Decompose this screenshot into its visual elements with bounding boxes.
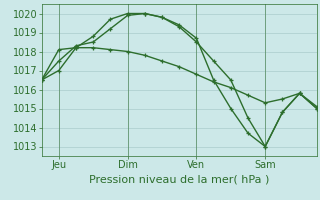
X-axis label: Pression niveau de la mer( hPa ): Pression niveau de la mer( hPa ): [89, 174, 269, 184]
